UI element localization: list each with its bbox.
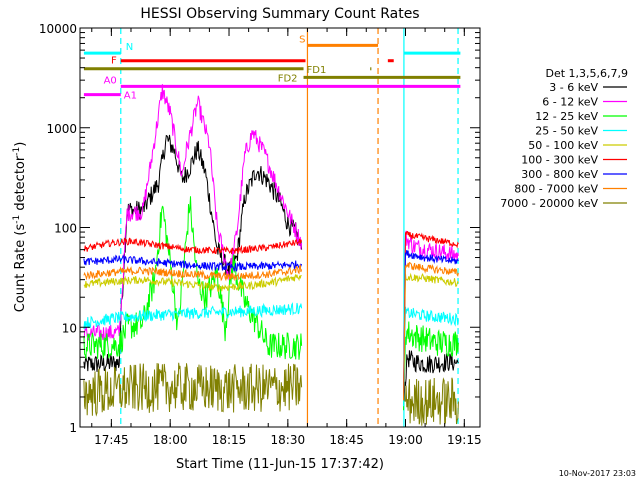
x-tick-label-1: 18:00	[153, 433, 188, 447]
x-tick-label-6: 19:15	[447, 433, 482, 447]
series-trace-8-seg-1	[405, 377, 459, 427]
series-trace-2-seg-0	[83, 196, 303, 360]
plot-area: N S F FD1 FD2 A0 A1	[83, 28, 461, 427]
flag-label-fd2: FD2	[278, 73, 298, 84]
legend-label-0: 3 - 6 keV	[549, 81, 598, 94]
y-axis-label-end: )	[13, 142, 28, 147]
series-trace-4-seg-1	[403, 272, 459, 400]
series-trace-5-seg-1	[403, 231, 459, 401]
x-tick-label-2: 18:15	[212, 433, 247, 447]
chart-title: HESSI Observing Summary Count Rates	[140, 6, 419, 22]
x-axis-label: Start Time (11-Jun-15 17:37:42)	[176, 457, 384, 472]
timestamp: 10-Nov-2017 23:03	[559, 469, 636, 478]
series-trace-7-seg-1	[403, 261, 459, 401]
legend-label-8: 7000 - 20000 keV	[500, 197, 598, 210]
y-axis-label-main: Count Rate (s	[13, 224, 28, 313]
series-trace-0-seg-0	[83, 134, 303, 372]
x-tick-label-3: 18:30	[271, 433, 306, 447]
legend-label-4: 50 - 100 keV	[528, 139, 598, 152]
legend-label-3: 25 - 50 keV	[535, 125, 598, 138]
x-axis: 17:45 18:00 18:15 18:30 18:45 19:00 19:15	[91, 28, 482, 447]
series-trace-1-seg-0	[83, 84, 303, 343]
legend-label-5: 100 - 300 keV	[521, 154, 598, 167]
legend-label-2: 12 - 25 keV	[535, 110, 598, 123]
x-tick-label-0: 17:45	[94, 433, 129, 447]
y-tick-label-3: 1000	[46, 122, 77, 136]
flag-label-fd1: FD1	[307, 65, 327, 76]
series-trace-7-seg-0	[83, 264, 303, 282]
legend-title: Det 1,3,5,6,7,9	[545, 67, 628, 80]
y-tick-label-0: 1	[69, 421, 77, 435]
legend-label-6: 300 - 800 keV	[521, 168, 598, 181]
y-axis-label-sup1: -1	[12, 215, 22, 224]
series-trace-3-seg-1	[403, 306, 459, 407]
series-trace-2-seg-1	[403, 321, 459, 411]
flag-label-a0: A0	[104, 75, 117, 86]
x-tick-label-4: 18:45	[329, 433, 364, 447]
legend-label-7: 800 - 7000 keV	[514, 183, 598, 196]
series-trace-3-seg-0	[83, 302, 303, 329]
series-trace-6-seg-0	[83, 254, 303, 273]
x-tick-label-5: 19:00	[388, 433, 423, 447]
flag-label-s: S	[299, 34, 305, 45]
flag-label-n: N	[126, 42, 133, 53]
series-trace-0-seg-1	[403, 350, 459, 402]
flag-label-f: F	[111, 56, 117, 67]
legend-label-1: 6 - 12 keV	[542, 96, 598, 109]
series-trace-1-seg-1	[403, 230, 459, 396]
y-tick-label-2: 100	[54, 222, 77, 236]
y-tick-label-1: 10	[62, 321, 77, 335]
series-trace-8-seg-0	[83, 362, 303, 417]
flag-label-a1: A1	[124, 91, 137, 102]
series-trace-4-seg-0	[83, 273, 302, 292]
y-tick-label-4: 10000	[39, 22, 77, 36]
y-axis-label-sup2: -1	[12, 147, 22, 156]
y-axis: 1 10 100 1000 10000	[39, 22, 480, 435]
y-axis-label-mid: detector	[13, 155, 28, 215]
y-axis-label: Count Rate (s-1 detector-1)	[12, 142, 28, 313]
series-trace-6-seg-1	[403, 250, 459, 398]
series-trace-5-seg-0	[83, 237, 303, 255]
